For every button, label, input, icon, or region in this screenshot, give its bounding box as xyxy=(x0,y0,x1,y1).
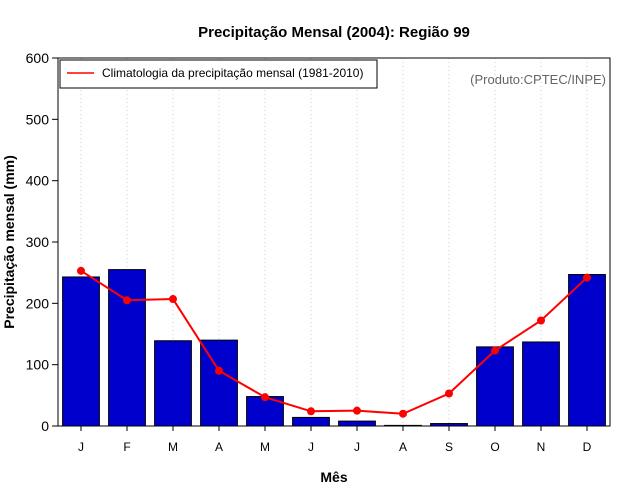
bar-n-11 xyxy=(522,341,560,427)
x-tick-label: O xyxy=(490,440,499,454)
climatology-point-8 xyxy=(399,409,407,418)
bar-j-6 xyxy=(292,416,330,427)
legend-label: Climatologia da precipitação mensal (198… xyxy=(102,66,363,80)
climatology-point-6 xyxy=(307,407,315,416)
x-tick-label: J xyxy=(308,440,314,454)
bar-j-1 xyxy=(62,276,100,427)
x-tick-label: A xyxy=(399,440,407,454)
climatology-point-2 xyxy=(123,296,131,305)
climatology-point-10 xyxy=(491,346,499,355)
bar-a-4 xyxy=(200,339,238,427)
climatology-point-3 xyxy=(169,295,177,304)
y-tick-label: 100 xyxy=(26,357,50,373)
x-tick-label: J xyxy=(78,440,84,454)
x-tick-label: D xyxy=(583,440,592,454)
x-tick-label: M xyxy=(260,440,270,454)
x-tick-label: J xyxy=(354,440,360,454)
grid-lines xyxy=(80,58,588,426)
x-tick-label: N xyxy=(537,440,546,454)
x-tick-label: A xyxy=(215,440,223,454)
climatology-point-11 xyxy=(537,316,545,325)
legend: Climatologia da precipitação mensal (198… xyxy=(59,59,378,89)
bars xyxy=(62,269,606,427)
climatology-line xyxy=(80,269,588,415)
climatology-point-5 xyxy=(261,393,269,402)
y-tick-label: 500 xyxy=(26,111,50,127)
y-tick-label: 200 xyxy=(26,295,50,311)
climatology-point-12 xyxy=(583,273,591,282)
bar-o-10 xyxy=(476,346,514,427)
credit-text: (Produto:CPTEC/INPE) xyxy=(470,72,606,87)
x-axis-label: Mês xyxy=(320,469,347,485)
bar-m-3 xyxy=(154,340,192,427)
x-tick-label: F xyxy=(123,440,130,454)
climatology-point-1 xyxy=(77,266,85,275)
x-tick-label: M xyxy=(168,440,178,454)
y-axis-label: Precipitação mensal (mm) xyxy=(1,155,17,329)
bar-f-2 xyxy=(108,269,146,427)
y-tick-label: 300 xyxy=(26,234,50,250)
y-tick-label: 600 xyxy=(26,50,50,66)
bar-j-7 xyxy=(338,420,376,427)
climatology-point-7 xyxy=(353,406,361,415)
y-axis: 0 100 200 300 400 500 600 xyxy=(26,50,58,434)
climatology-point-9 xyxy=(445,389,453,398)
chart-title: Precipitação Mensal (2004): Região 99 xyxy=(198,24,470,41)
climatology-point-4 xyxy=(215,366,223,375)
y-tick-label: 400 xyxy=(26,173,50,189)
climatology-line-group xyxy=(77,266,591,418)
bar-d-12 xyxy=(568,274,606,427)
y-tick-label: 0 xyxy=(41,418,49,434)
legend-box xyxy=(59,59,378,89)
x-tick-label: S xyxy=(445,440,453,454)
